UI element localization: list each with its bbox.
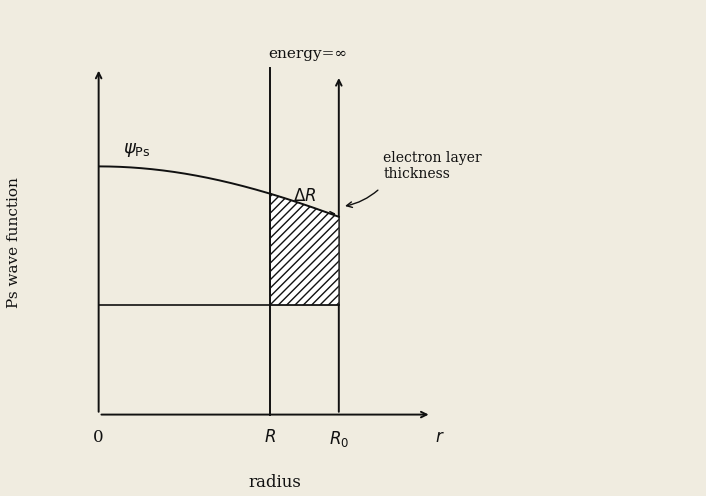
Text: $R$: $R$ (264, 429, 276, 446)
Text: $\Delta R$: $\Delta R$ (293, 187, 316, 205)
Text: 0: 0 (93, 429, 104, 446)
Text: Ps wave function: Ps wave function (7, 178, 21, 309)
Text: $R_0$: $R_0$ (329, 429, 349, 449)
Text: energy=∞: energy=∞ (268, 47, 347, 61)
Text: $\psi_{\mathrm{Ps}}$: $\psi_{\mathrm{Ps}}$ (123, 141, 150, 159)
Text: radius: radius (249, 474, 301, 491)
Text: $r$: $r$ (435, 429, 445, 446)
Text: electron layer
thickness: electron layer thickness (383, 151, 482, 182)
